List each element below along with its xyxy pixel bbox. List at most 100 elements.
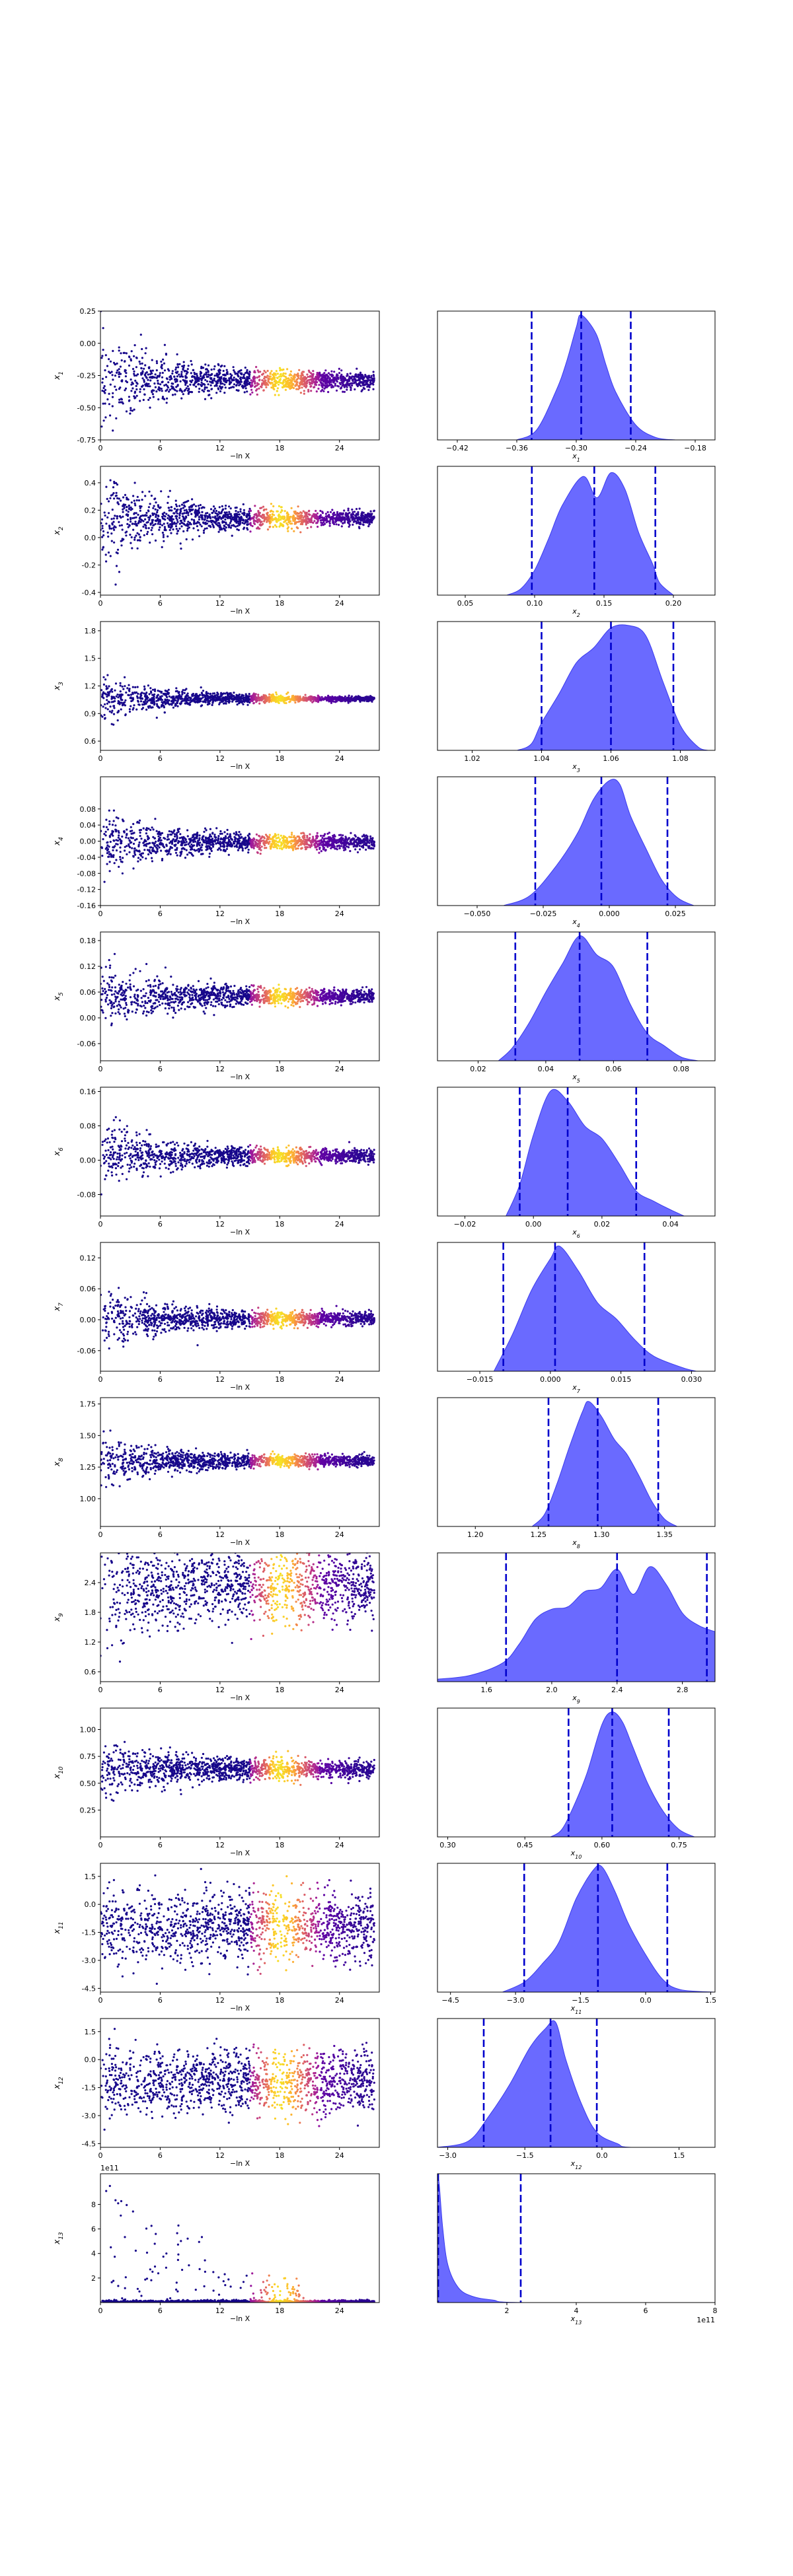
- sample-point: [115, 482, 118, 485]
- sample-point: [250, 388, 253, 391]
- sample-point: [334, 384, 336, 387]
- sample-point: [151, 514, 155, 517]
- sample-point: [220, 692, 223, 694]
- sample-point: [115, 417, 118, 420]
- sample-point: [141, 357, 143, 359]
- sample-point: [216, 699, 219, 701]
- sample-point: [350, 513, 353, 517]
- sample-point: [176, 705, 179, 707]
- sample-point: [118, 346, 120, 349]
- sample-point: [179, 512, 182, 515]
- sample-point: [322, 390, 325, 392]
- sample-point: [104, 388, 107, 392]
- sample-point: [122, 511, 124, 513]
- sample-point: [332, 380, 335, 384]
- sample-point: [223, 702, 226, 705]
- sample-point: [127, 513, 130, 517]
- sample-point: [315, 384, 318, 386]
- sample-point: [108, 358, 110, 361]
- sample-point: [178, 702, 182, 705]
- sample-point: [145, 526, 147, 529]
- sample-point: [349, 382, 352, 385]
- sample-point: [298, 369, 301, 371]
- sample-point: [143, 388, 145, 391]
- sample-point: [265, 382, 268, 384]
- sample-point: [106, 828, 109, 831]
- sample-point: [140, 838, 143, 840]
- sample-point: [219, 524, 221, 526]
- sample-point: [172, 698, 174, 700]
- sample-point: [178, 694, 181, 696]
- sample-point: [174, 369, 177, 371]
- sample-point: [213, 696, 215, 699]
- sample-point: [350, 832, 352, 834]
- sample-point: [167, 507, 170, 509]
- sample-point: [198, 507, 201, 510]
- sample-point: [328, 697, 331, 699]
- sample-point: [200, 686, 202, 689]
- sample-point: [199, 700, 202, 703]
- sample-point: [190, 700, 193, 703]
- sample-point: [143, 688, 146, 690]
- sample-point: [109, 497, 112, 499]
- sample-point: [182, 366, 185, 369]
- sample-point: [248, 693, 250, 696]
- x-tick-label: 12: [215, 599, 225, 608]
- sample-point: [357, 511, 359, 514]
- sample-point: [285, 701, 287, 705]
- sample-point: [355, 520, 358, 523]
- sample-point: [369, 380, 372, 382]
- sample-point: [292, 696, 295, 698]
- sample-point: [280, 382, 282, 384]
- sample-point: [302, 696, 305, 699]
- sample-point: [124, 369, 126, 372]
- sample-point: [133, 691, 136, 694]
- sample-point: [139, 509, 141, 512]
- sample-point: [334, 382, 336, 385]
- sample-point: [130, 536, 133, 539]
- sample-point: [102, 705, 104, 708]
- sample-point: [202, 700, 204, 703]
- sample-point: [196, 849, 198, 851]
- sample-point: [110, 532, 113, 535]
- sample-point: [347, 520, 350, 523]
- sample-point: [332, 386, 334, 388]
- sample-point: [279, 515, 282, 518]
- sample-point: [237, 511, 239, 513]
- sample-point: [153, 701, 156, 703]
- sample-point: [338, 695, 341, 698]
- sample-point: [112, 705, 116, 707]
- sample-point: [241, 849, 244, 852]
- y-tick-label: 0.4: [85, 479, 96, 487]
- sample-point: [112, 713, 116, 715]
- sample-point: [108, 710, 111, 713]
- sample-point: [286, 527, 289, 530]
- sample-point: [125, 691, 128, 694]
- sample-point: [225, 522, 227, 526]
- sample-point: [242, 703, 245, 705]
- sample-point: [360, 514, 363, 517]
- sample-point: [363, 376, 365, 379]
- sample-point: [108, 685, 110, 688]
- sample-point: [240, 698, 243, 700]
- sample-point: [168, 695, 170, 698]
- sample-point: [159, 519, 161, 522]
- sample-point: [236, 528, 239, 531]
- sample-point: [342, 513, 344, 516]
- sample-point: [186, 368, 189, 371]
- sample-point: [278, 367, 282, 369]
- sample-point: [194, 513, 197, 516]
- sample-point: [297, 700, 299, 703]
- sample-point: [206, 522, 208, 525]
- sample-point: [228, 387, 231, 390]
- sample-point: [124, 685, 126, 688]
- sample-point: [209, 828, 211, 830]
- sample-point: [269, 373, 272, 375]
- sample-point: [221, 832, 223, 835]
- sample-point: [128, 710, 132, 713]
- sample-point: [121, 685, 124, 688]
- sample-point: [354, 378, 357, 380]
- sample-point: [297, 375, 300, 377]
- sample-point: [114, 515, 116, 517]
- x-tick-label: 18: [275, 754, 284, 763]
